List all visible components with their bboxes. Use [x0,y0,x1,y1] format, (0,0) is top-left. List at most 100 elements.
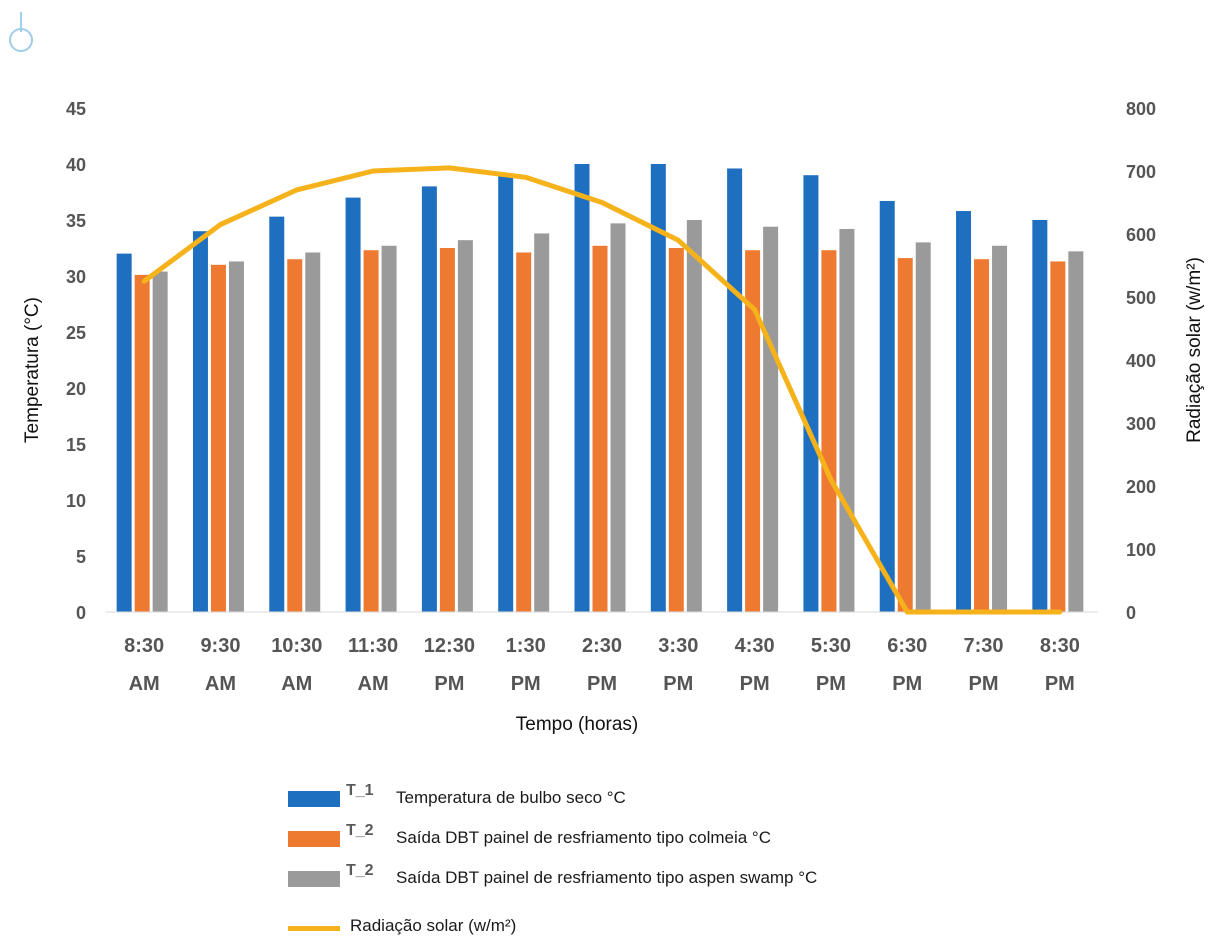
bar-t1-1 [192,231,208,612]
chart: 0 5 10 15 20 25 30 35 40 45 0 100 200 300 400 500 600 700… [22,99,1205,735]
bar-t2a-4 [439,248,455,612]
y2-axis-title: Radiação solar (w/m²) [1184,257,1205,443]
y2-tick-label-300: 300 [1126,414,1156,434]
x-tick-label-3-time: 11:30 [348,635,398,657]
bar-t2a-8 [745,250,761,613]
x-tick-label-0-time: 8:30 [124,635,164,657]
bar-t1-4 [421,186,437,612]
bar-t2b-8 [763,226,779,612]
bar-t1-0 [116,253,132,612]
bar-t2a-11 [974,259,990,612]
x-tick-label-0-period: AM [129,673,160,695]
y-tick-label-35: 35 [66,211,86,231]
x-tick-label-6-time: 2:30 [582,635,622,657]
y2-tick-label-200: 200 [1126,477,1156,497]
y-tick-label-25: 25 [66,323,86,343]
x-tick-label-9-time: 5:30 [811,635,851,657]
bar-t2a-0 [134,274,150,612]
bar-t2b-0 [152,271,168,612]
x-tick-label-10-period: PM [892,673,922,695]
legend: T_1 Temperatura de bulbo seco °C T_2 Saí… [288,782,1088,942]
bar-t2b-1 [228,261,244,612]
x-tick-label-10-time: 6:30 [887,635,927,657]
x-tick-label-3-period: AM [358,673,389,695]
y-tick-label-40: 40 [66,155,86,175]
x-tick-label-6-period: PM [587,673,617,695]
y-tick-label-30: 30 [66,267,86,287]
legend-item-t2-colmeia: T_2 Saída DBT painel de resfriamento tip… [288,822,1088,862]
legend-label-t2-colmeia: Saída DBT painel de resfriamento tipo co… [396,828,772,847]
bar-t2b-3 [381,245,397,612]
legend-item-t2-aspen: T_2 Saída DBT painel de resfriamento tip… [288,862,1088,902]
y-tick-label-15: 15 [66,435,86,455]
x-tick-label-1-period: AM [205,673,236,695]
x-tick-label-12-time: 8:30 [1040,635,1080,657]
legend-item-radiation: Radiação solar (w/m²) [288,902,1088,942]
bar-t2a-12 [1050,261,1066,612]
bar-t1-12 [1032,220,1048,612]
legend-item-t1: T_1 Temperatura de bulbo seco °C [288,782,1088,822]
x-tick-label-8-period: PM [740,673,770,695]
y-tick-label-5: 5 [76,547,86,567]
bar-t2a-10 [897,258,913,612]
x-tick-label-11-time: 7:30 [964,635,1004,657]
bar-t2a-1 [210,264,226,612]
legend-label-t2-aspen: Saída DBT painel de resfriamento tipo as… [396,868,818,887]
legend-label-radiation: Radiação solar (w/m²) [350,916,517,935]
bar-t2a-3 [363,250,379,613]
bar-t1-11 [956,211,972,613]
bar-t1-6 [574,164,590,612]
pin-icon [9,12,33,52]
bar-t2b-5 [534,233,550,612]
legend-line-radiation [288,926,340,931]
legend-code-t2-colmeia: T_2 [346,822,374,839]
x-tick-label-12-period: PM [1045,673,1075,695]
bar-t2b-9 [839,228,855,612]
y2-tick-label-800: 800 [1126,99,1156,119]
y-tick-label-0: 0 [76,603,86,623]
x-axis-title: Tempo (horas) [516,714,639,735]
x-tick-label-7-period: PM [663,673,693,695]
y-tick-label-45: 45 [66,99,86,119]
bar-t1-5 [498,175,514,612]
bar-t1-8 [727,168,743,613]
x-tick-label-7-time: 3:30 [658,635,698,657]
bar-t1-3 [345,197,361,612]
legend-label-t1: Temperatura de bulbo seco °C [396,788,626,807]
bar-t2b-12 [1068,251,1084,613]
x-tick-label-5-time: 1:30 [506,635,546,657]
x-tick-label-9-period: PM [816,673,846,695]
y2-tick-label-500: 500 [1126,288,1156,308]
bar-t2a-9 [821,250,837,613]
x-tick-label-1-time: 9:30 [200,635,240,657]
bar-t2b-2 [305,252,321,613]
legend-swatch-t1 [288,791,340,807]
y2-tick-label-400: 400 [1126,351,1156,371]
x-tick-label-2-time: 10:30 [271,635,322,657]
bar-t1-10 [879,200,895,612]
bar-t2a-6 [592,245,608,612]
x-tick-label-2-period: AM [281,673,312,695]
bar-t2b-11 [992,245,1008,612]
x-tick-label-5-period: PM [511,673,541,695]
y2-tick-label-600: 600 [1126,225,1156,245]
bar-t1-9 [803,175,819,612]
legend-swatch-t2-aspen [288,871,340,887]
line-radiation [141,165,1063,615]
x-tick-label-4-period: PM [434,673,464,695]
bar-t1-7 [650,164,666,612]
y2-tick-label-0: 0 [1126,603,1136,623]
bar-t2b-6 [610,223,626,613]
y2-tick-label-700: 700 [1126,162,1156,182]
bar-t2b-7 [686,220,702,612]
y-tick-label-20: 20 [66,379,86,399]
y-axis-title: Temperatura (°C) [22,297,43,443]
bar-t2a-7 [668,248,684,612]
bar-t2a-5 [516,252,532,613]
bar-t2a-2 [287,259,303,612]
legend-swatch-t2-colmeia [288,831,340,847]
y2-tick-label-100: 100 [1126,540,1156,560]
bar-t1-2 [269,216,285,612]
legend-code-t1: T_1 [346,782,374,799]
x-tick-label-8-time: 4:30 [735,635,775,657]
